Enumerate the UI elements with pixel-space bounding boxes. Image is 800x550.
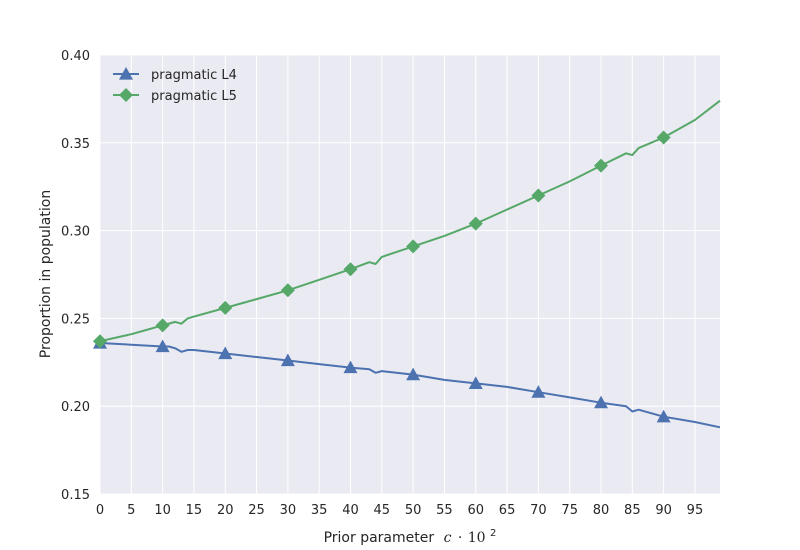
x-tick-labels: 0 5 10 15 20 25 30 35 40 45 50 55 60 65 70 75 80 85 90 95 <box>96 503 703 518</box>
x-tick-label: 10 <box>154 503 171 518</box>
data-point-2 <box>218 300 233 315</box>
x-tick-label: 95 <box>687 503 704 518</box>
data-point-2 <box>531 188 546 203</box>
series-markers <box>93 130 671 423</box>
x-tick-label: 80 <box>593 503 610 518</box>
x-tick-label: 55 <box>436 503 453 518</box>
legend-label: pragmatic L5 <box>151 89 237 104</box>
y-axis-label: Proportion in population <box>38 190 54 358</box>
data-point-2 <box>93 334 107 349</box>
x-axis-label: Prior parameter c · 10 2 <box>324 528 497 546</box>
data-point-1 <box>594 395 609 409</box>
data-point-2 <box>155 318 170 333</box>
x-tick-label: 50 <box>405 503 422 518</box>
data-point-2 <box>594 158 609 173</box>
series-line-2 <box>99 99 721 343</box>
y-tick-label: 0.20 <box>61 400 90 415</box>
x-tick-label: 0 <box>96 503 104 518</box>
grid <box>99 54 720 495</box>
data-point-2 <box>656 130 671 145</box>
x-tick-label: 40 <box>342 503 359 518</box>
data-point-1 <box>406 367 421 381</box>
x-tick-label: 65 <box>499 503 516 518</box>
data-point-1 <box>531 385 546 398</box>
data-point-1 <box>343 360 358 374</box>
x-tick-label: 90 <box>655 503 672 518</box>
y-tick-label: 0.40 <box>61 49 90 64</box>
x-axis-label-text: Prior parameter <box>324 530 435 546</box>
x-tick-label: 35 <box>311 503 328 518</box>
y-tick-label: 0.25 <box>61 312 90 327</box>
x-tick-label: 85 <box>624 503 641 518</box>
x-tick-label: 70 <box>530 503 547 518</box>
x-axis-label-base: 10 <box>468 530 486 546</box>
data-point-1 <box>656 409 671 423</box>
x-tick-label: 5 <box>127 503 135 518</box>
data-point-1 <box>155 339 170 353</box>
x-tick-label: 75 <box>561 503 578 518</box>
x-tick-label: 25 <box>248 503 265 518</box>
legend: pragmatic L4 pragmatic L5 <box>113 67 237 104</box>
x-axis-label-dot: · <box>458 530 462 546</box>
x-tick-label: 30 <box>280 503 297 518</box>
data-point-2 <box>406 239 421 254</box>
data-point-1 <box>280 353 295 367</box>
data-point-2 <box>280 283 295 298</box>
data-point-2 <box>468 216 483 231</box>
series-lines <box>99 99 721 429</box>
y-tick-label: 0.35 <box>61 137 90 152</box>
x-tick-label: 15 <box>186 503 203 518</box>
data-point-1 <box>218 346 233 360</box>
plot-background <box>100 55 720 494</box>
legend-label: pragmatic L4 <box>151 68 237 83</box>
legend-marker <box>119 67 133 80</box>
x-tick-label: 20 <box>217 503 234 518</box>
series-line-1 <box>99 342 721 429</box>
legend-marker <box>119 88 133 102</box>
y-tick-label: 0.30 <box>61 225 90 240</box>
x-tick-label: 60 <box>467 503 484 518</box>
y-tick-label: 0.15 <box>61 488 90 503</box>
data-point-2 <box>343 262 358 277</box>
y-tick-labels: 0.15 0.20 0.25 0.30 0.35 0.40 <box>61 49 90 503</box>
x-axis-label-exp: 2 <box>490 528 496 539</box>
x-tick-label: 45 <box>374 503 391 518</box>
x-axis-label-var: c <box>444 530 452 546</box>
data-point-1 <box>468 376 483 389</box>
